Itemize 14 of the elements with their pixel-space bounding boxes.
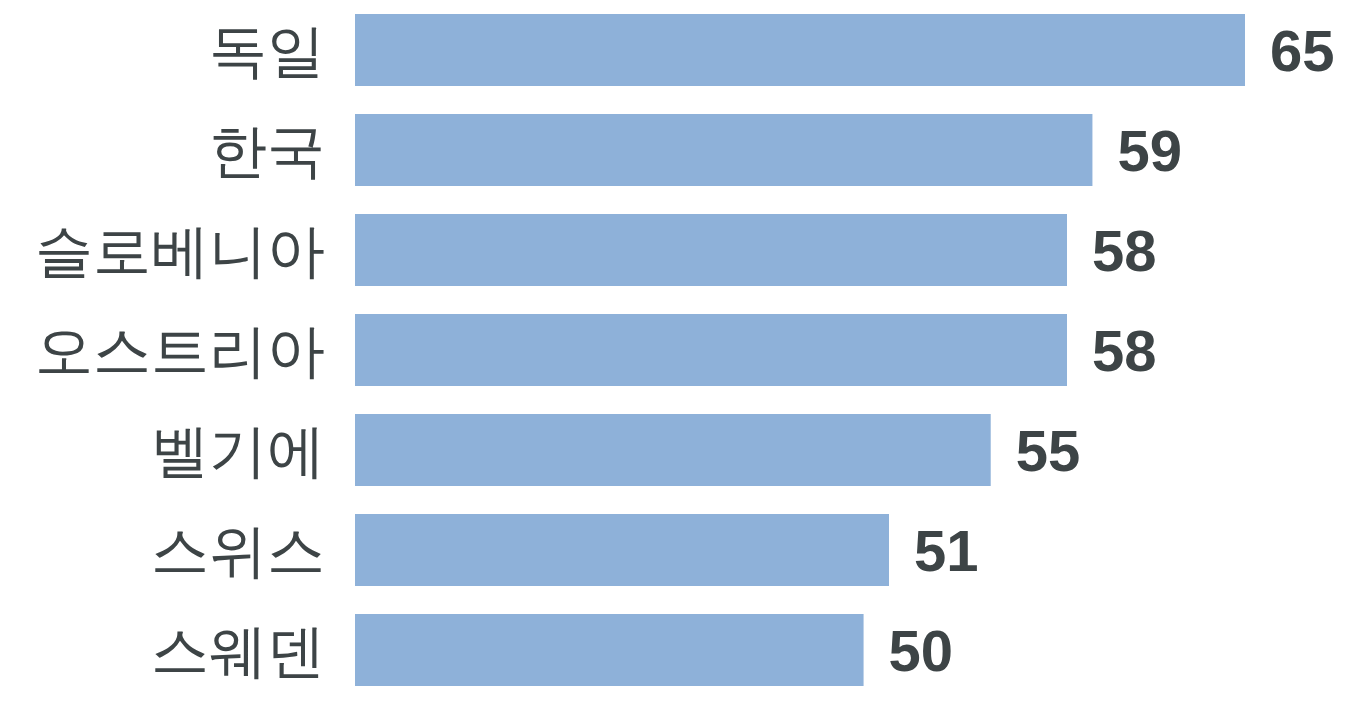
data-label: 65: [1270, 17, 1335, 83]
y-tick-label: 스위스: [151, 517, 325, 583]
y-tick-label: 벨기에: [151, 417, 325, 483]
data-label: 59: [1117, 117, 1182, 183]
y-tick-label: 오스트리아: [35, 317, 325, 383]
data-label: 58: [1092, 317, 1157, 383]
y-tick-label: 슬로베니아: [35, 217, 325, 283]
y-tick-label: 스웨덴: [151, 617, 325, 683]
data-label: 50: [888, 617, 954, 683]
data-label: 51: [914, 517, 979, 583]
data-label: 55: [1015, 417, 1081, 483]
y-tick-label: 한국: [209, 117, 325, 183]
y-tick-label: 독일: [209, 17, 325, 83]
data-label: 58: [1092, 217, 1157, 283]
